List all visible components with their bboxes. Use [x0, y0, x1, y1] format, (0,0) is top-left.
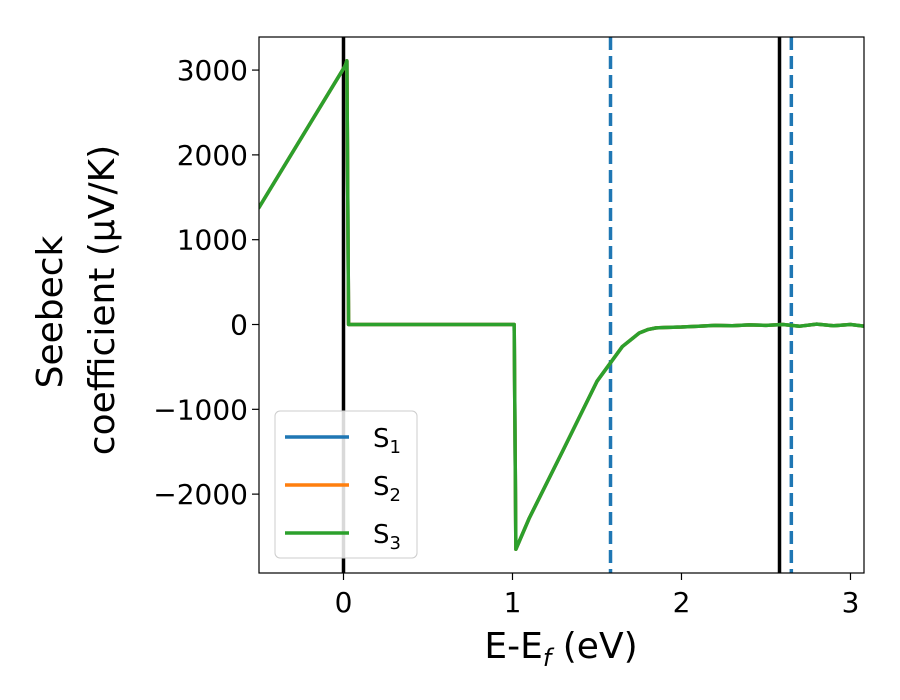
- legend-label-s1: S1: [373, 424, 401, 458]
- x-axis-title-main: E-E: [484, 626, 542, 667]
- y-tick-label: 0: [230, 309, 248, 342]
- legend-label-subscript: 1: [390, 437, 401, 458]
- series-line-s3: [259, 59, 864, 551]
- x-axis-title-units: (eV): [551, 626, 637, 667]
- legend-label-subscript: 3: [390, 533, 401, 554]
- legend-label-s2: S2: [373, 472, 401, 506]
- legend-label-main: S: [373, 520, 390, 550]
- y-axis-title-line1: Seebeck: [30, 235, 71, 388]
- x-tick-label: 0: [335, 586, 353, 619]
- x-tick-label: 3: [842, 586, 860, 619]
- x-axis-title: E-Ef (eV): [484, 626, 637, 672]
- x-tick-label: 1: [504, 586, 522, 619]
- legend-label-subscript: 2: [390, 485, 401, 506]
- legend-label-main: S: [373, 424, 390, 454]
- x-axis: 0 1 2 3: [335, 573, 860, 619]
- y-tick-label: 3000: [177, 54, 248, 87]
- y-tick-label: −1000: [153, 393, 248, 426]
- y-axis: 3000 2000 1000 0 −1000 −2000: [153, 54, 259, 511]
- y-axis-title-line2: coefficient (μV/K): [82, 145, 123, 455]
- y-tick-label: −2000: [153, 478, 248, 511]
- plot-frame: [258, 36, 865, 574]
- legend-label-main: S: [373, 472, 390, 502]
- data-series: [259, 59, 864, 551]
- y-tick-label: 2000: [177, 139, 248, 172]
- legend-label-s3: S3: [373, 520, 401, 554]
- y-tick-label: 1000: [177, 224, 248, 257]
- x-tick-label: 2: [673, 586, 691, 619]
